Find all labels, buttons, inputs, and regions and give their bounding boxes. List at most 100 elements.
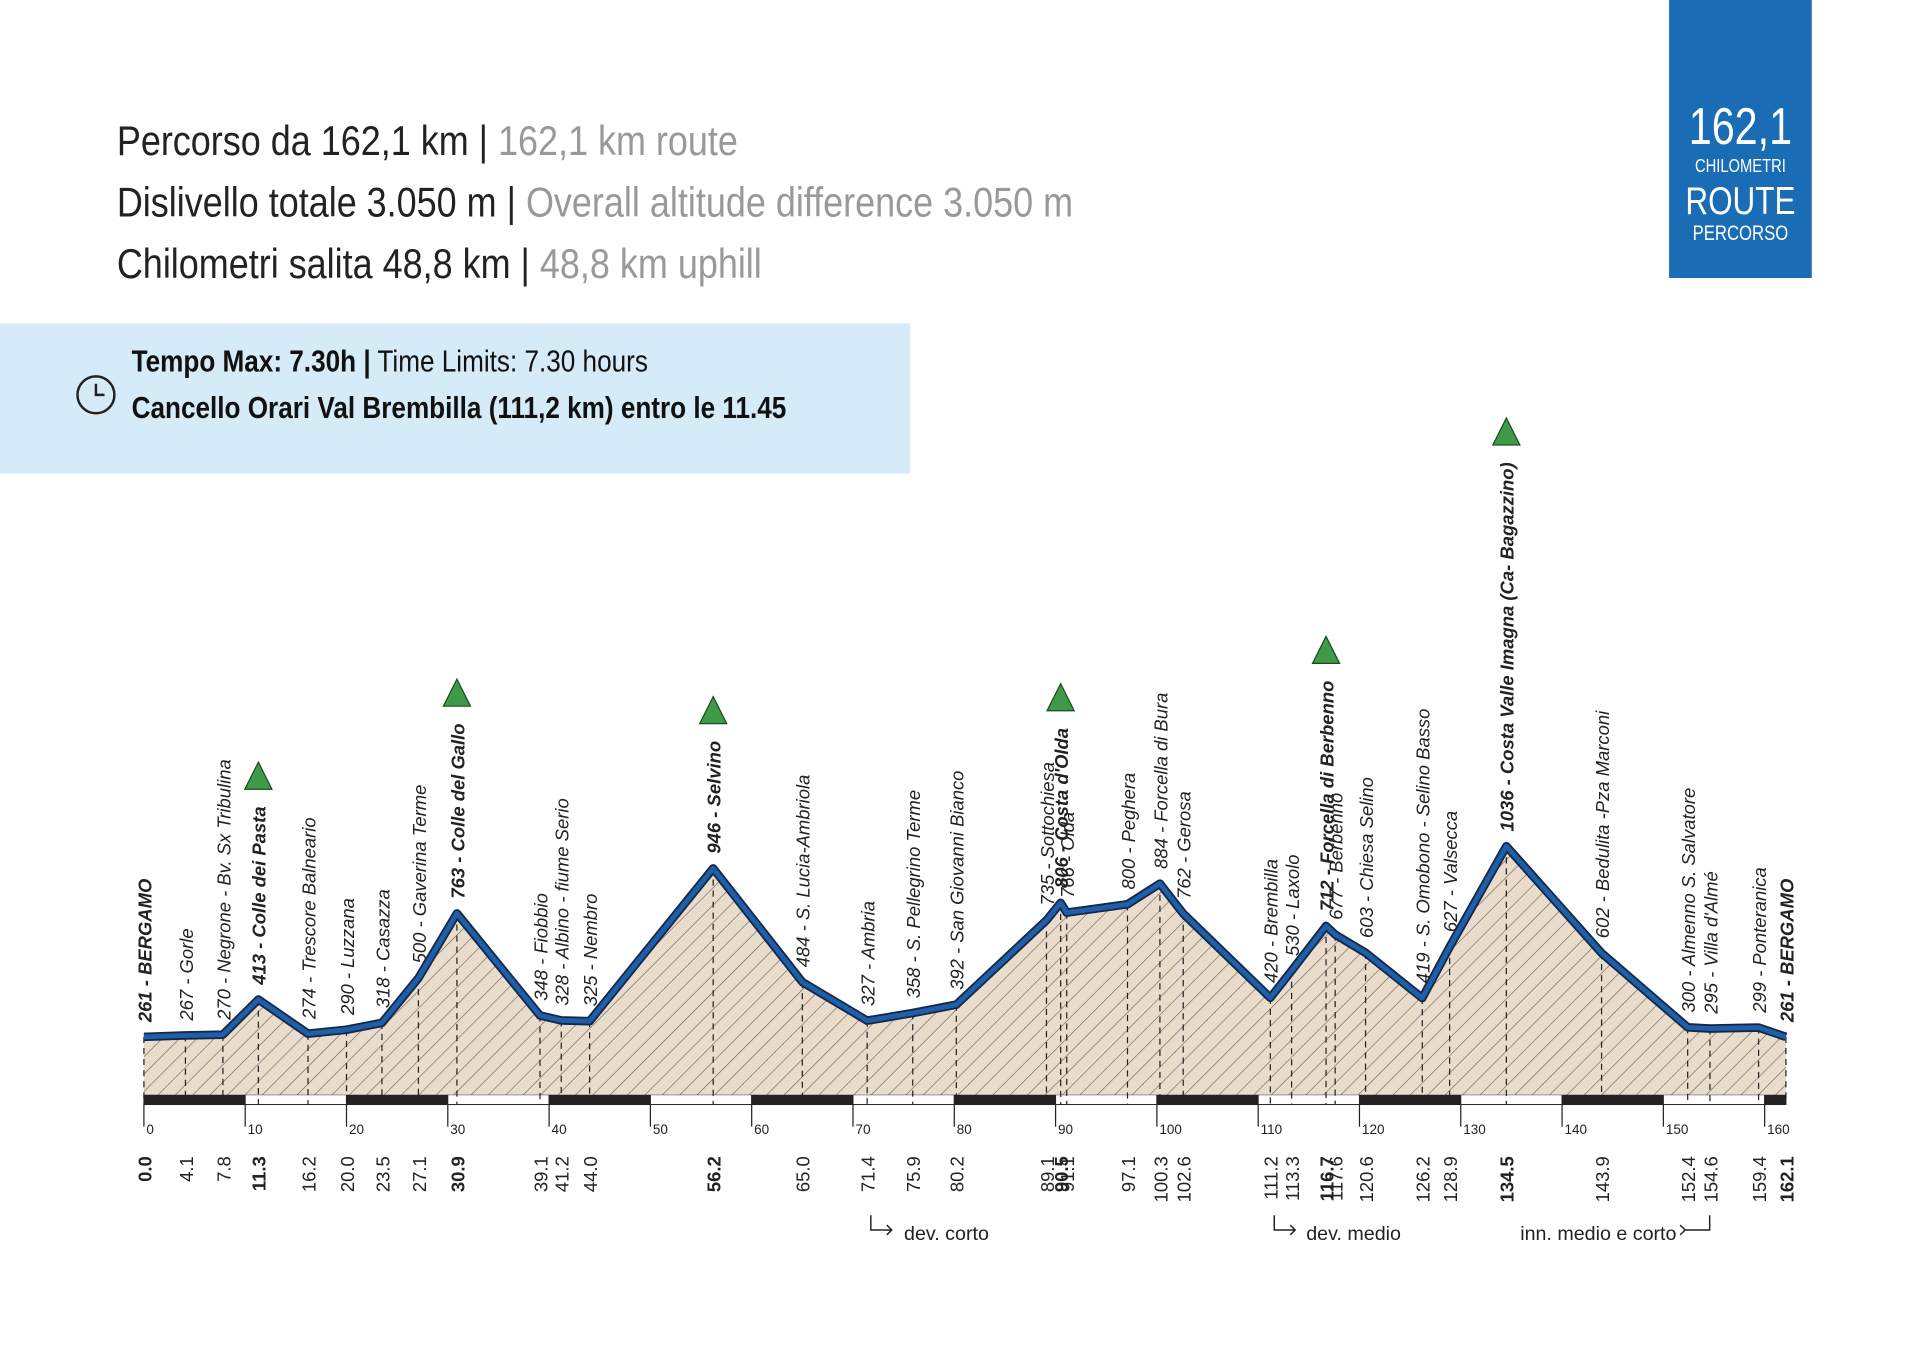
km-label: 111.2 [1261, 1156, 1282, 1199]
waypoint-label: 299 - Ponteranica [1749, 867, 1770, 1014]
km-label: 44.0 [580, 1156, 601, 1192]
header: Percorso da 162,1 km | 162,1 km route Di… [117, 119, 1073, 288]
km-label: 143.9 [1592, 1156, 1613, 1202]
waypoint-label: 946 - Selvino [704, 741, 725, 854]
axis-segment [1460, 1094, 1563, 1106]
waypoint-label: 677 - Berbenno [1326, 793, 1347, 920]
waypoint-label: 763 - Colle del Gallo [447, 723, 468, 898]
waypoint-label: 328 - Albino - fiume Serio [552, 798, 573, 1005]
header-en: 48,8 km uphill [530, 242, 762, 288]
km-label: 16.2 [298, 1156, 319, 1192]
waypoint-label: 1036 - Costa Valle Imagna (Ca- Bagazzino… [1497, 462, 1518, 831]
time-box: Tempo Max: 7.30h | Time Limits: 7.30 hou… [0, 323, 911, 474]
axis-segment [143, 1094, 246, 1106]
km-label: 97.1 [1118, 1156, 1139, 1192]
header-it: Percorso da 162,1 km | [117, 119, 488, 165]
waypoint-label: 261 - BERGAMO [1776, 878, 1797, 1023]
clock-hands [94, 383, 105, 397]
x-tick-label: 100 [1159, 1122, 1182, 1137]
waypoint-label: 358 - S. Pellegrino Terme [903, 790, 924, 998]
header-line: Dislivello totale 3.050 m | Overall alti… [117, 180, 1073, 226]
km-label: 159.4 [1749, 1156, 1770, 1202]
km-label: 11.3 [249, 1156, 270, 1191]
deviation-arrows [870, 1215, 1711, 1236]
x-tick-label: 160 [1767, 1122, 1790, 1137]
km-label: 126.2 [1413, 1156, 1434, 1202]
km-label: 23.5 [372, 1156, 393, 1192]
badge: 162,1 CHILOMETRI ROUTE PERCORSO [1669, 0, 1812, 278]
x-tick-label: 90 [1058, 1122, 1073, 1137]
waypoint-label: 762 - Gerosa [1174, 791, 1195, 899]
x-tick-label: 50 [653, 1122, 668, 1137]
km-label: 71.4 [858, 1156, 879, 1192]
waypoint-label: 295 - Villa d'Almé [1700, 871, 1721, 1015]
km-label: 152.4 [1678, 1156, 1699, 1202]
chart: 0 10 20 30 40 50 60 70 80 90 100 110 120 130 140 150 160… [134, 416, 1797, 1202]
km-label: 162.1 [1776, 1156, 1797, 1202]
waypoint-label: 602 - Bedulita -Pza Marconi [1592, 710, 1613, 938]
waypoint-label: 484 - S. Lucia-Ambriola [793, 775, 814, 968]
summit-icon [1491, 416, 1521, 446]
waypoint-label: 500 - Gaverina Terme [409, 785, 430, 964]
profile-area [143, 846, 1786, 1095]
axis-segment [953, 1094, 1057, 1106]
km-label: 0.0 [134, 1156, 155, 1182]
time-line: Tempo Max: 7.30h | Time Limits: 7.30 hou… [132, 345, 648, 379]
profile-line [143, 843, 1787, 1040]
km-label: 100.3 [1150, 1156, 1171, 1202]
waypoint-label: 603 - Chiesa Selino [1356, 777, 1377, 938]
summit-icon [1311, 634, 1341, 665]
time-rest: Time Limits: 7.30 hours [371, 345, 648, 379]
waypoint-label: 290 - Luzzana [337, 898, 358, 1016]
axis-segment [548, 1094, 651, 1106]
km-label: 116.7 [1316, 1156, 1337, 1201]
annotation: inn. medio e corto [1520, 1223, 1676, 1245]
axis-segment [1662, 1094, 1766, 1106]
waypoint-label: 420 - Brembilla [1261, 859, 1282, 983]
axis-segment [649, 1094, 753, 1106]
annotation: dev. medio [1306, 1223, 1401, 1245]
km-label: 20.0 [337, 1156, 358, 1192]
km-label: 39.1 [530, 1156, 551, 1192]
axis-segment [346, 1094, 449, 1106]
km-label: 75.9 [903, 1156, 924, 1192]
x-tick-label: 110 [1261, 1122, 1283, 1137]
km-label: 30.9 [447, 1156, 468, 1192]
km-label: 117.6 [1326, 1156, 1347, 1201]
badge-bg [1669, 0, 1812, 278]
km-label: 27.1 [409, 1156, 430, 1192]
waypoint-label: 261 - BERGAMO [134, 878, 155, 1023]
km-label: 91.1 [1057, 1156, 1078, 1192]
km-label: 41.2 [552, 1156, 573, 1192]
waypoint-label: 884 - Forcella di Bura [1150, 693, 1171, 869]
clock-icon [76, 375, 116, 415]
km-label: 102.6 [1174, 1156, 1195, 1202]
time-line: Cancello Orari Val Brembilla (111,2 km) … [132, 391, 787, 425]
x-tick-label: 140 [1565, 1122, 1588, 1137]
km-label: 56.2 [704, 1156, 725, 1192]
km-label: 134.5 [1497, 1156, 1518, 1202]
badge-text: CHILOMETRI [1695, 156, 1786, 177]
waypoint-label: 318 - Casazza [372, 889, 393, 1008]
axis-segment [1358, 1094, 1462, 1106]
badge-text: PERCORSO [1693, 222, 1789, 245]
header-en: Overall altitude difference 3.050 m [516, 180, 1073, 226]
x-tick-label: 130 [1463, 1122, 1486, 1137]
waypoint-label: 300 - Almenno S. Salvatore [1678, 788, 1699, 1013]
x-tick-label: 0 [146, 1122, 154, 1137]
header-line: Percorso da 162,1 km | 162,1 km route [117, 119, 738, 165]
km-label: 128.9 [1440, 1156, 1461, 1202]
x-tick-label: 40 [552, 1122, 567, 1137]
km-label: 4.1 [176, 1156, 197, 1182]
badge-text: ROUTE [1685, 179, 1795, 223]
waypoint-label: 267 - Gorle [176, 928, 197, 1021]
waypoint-label: 327 - Ambria [858, 901, 879, 1006]
waypoint-label: 325 - Nembro [580, 894, 601, 1007]
arrow [1273, 1215, 1297, 1236]
km-label: 7.8 [213, 1156, 234, 1182]
header-it: Dislivello totale 3.050 m | [117, 180, 516, 226]
x-tick-label: 80 [957, 1122, 972, 1137]
km-label: 154.6 [1700, 1156, 1721, 1202]
axis-segment [1764, 1094, 1787, 1106]
